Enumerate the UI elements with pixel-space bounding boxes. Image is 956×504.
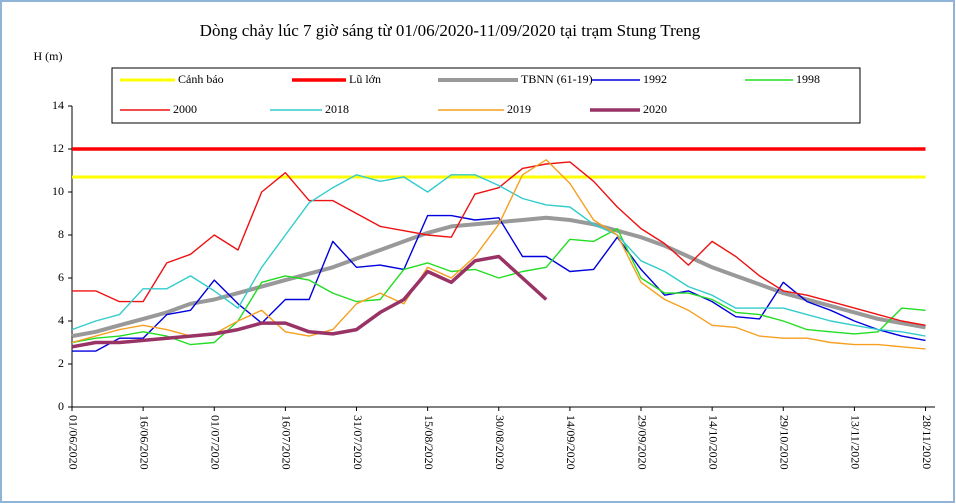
legend-label: 2020 bbox=[643, 102, 667, 116]
x-tick-label: 29/10/2020 bbox=[778, 415, 792, 470]
x-tick-label: 14/10/2020 bbox=[706, 415, 720, 470]
x-tick-label: 28/11/2020 bbox=[920, 415, 934, 469]
x-tick-label: 16/06/2020 bbox=[137, 415, 151, 470]
y-tick-label: 0 bbox=[58, 399, 64, 413]
x-tick-label: 30/08/2020 bbox=[493, 415, 507, 470]
x-tick-label: 15/08/2020 bbox=[422, 415, 436, 470]
series-line bbox=[71, 174, 926, 337]
legend bbox=[111, 67, 861, 124]
y-tick-label: 12 bbox=[52, 141, 64, 155]
legend-label: TBNN (61-19) bbox=[521, 72, 593, 86]
x-tick-label: 01/07/2020 bbox=[209, 415, 223, 470]
y-axis-label: H (m) bbox=[34, 49, 63, 63]
chart-title: Dòng chảy lúc 7 giờ sáng từ 01/06/2020-1… bbox=[200, 21, 701, 40]
legend-label: Lũ lớn bbox=[349, 72, 381, 86]
x-tick-label: 13/11/2020 bbox=[849, 415, 863, 469]
legend-label: 1992 bbox=[643, 72, 667, 86]
y-tick-label: 8 bbox=[58, 227, 64, 241]
x-tick-label: 31/07/2020 bbox=[351, 415, 365, 470]
series-line bbox=[71, 215, 926, 339]
x-tick-label: 01/06/2020 bbox=[66, 415, 80, 470]
legend-label: 1998 bbox=[796, 72, 820, 86]
x-tick-label: 29/09/2020 bbox=[635, 415, 649, 470]
y-tick-label: 4 bbox=[58, 313, 64, 327]
y-tick-label: 2 bbox=[58, 356, 64, 370]
series-line bbox=[72, 161, 926, 326]
series-line bbox=[71, 254, 548, 349]
legend-label: 2000 bbox=[173, 102, 197, 116]
legend-label: 2019 bbox=[507, 102, 531, 116]
x-tick-label: 14/09/2020 bbox=[564, 415, 578, 470]
legend-label: 2018 bbox=[325, 102, 349, 116]
series-line bbox=[71, 227, 926, 346]
y-tick-label: 10 bbox=[52, 184, 64, 198]
x-tick-label: 16/07/2020 bbox=[280, 415, 294, 470]
legend-label: Cảnh báo bbox=[178, 72, 224, 86]
series-line bbox=[72, 214, 926, 352]
y-tick-label: 6 bbox=[58, 270, 64, 284]
y-tick-label: 14 bbox=[52, 98, 64, 112]
